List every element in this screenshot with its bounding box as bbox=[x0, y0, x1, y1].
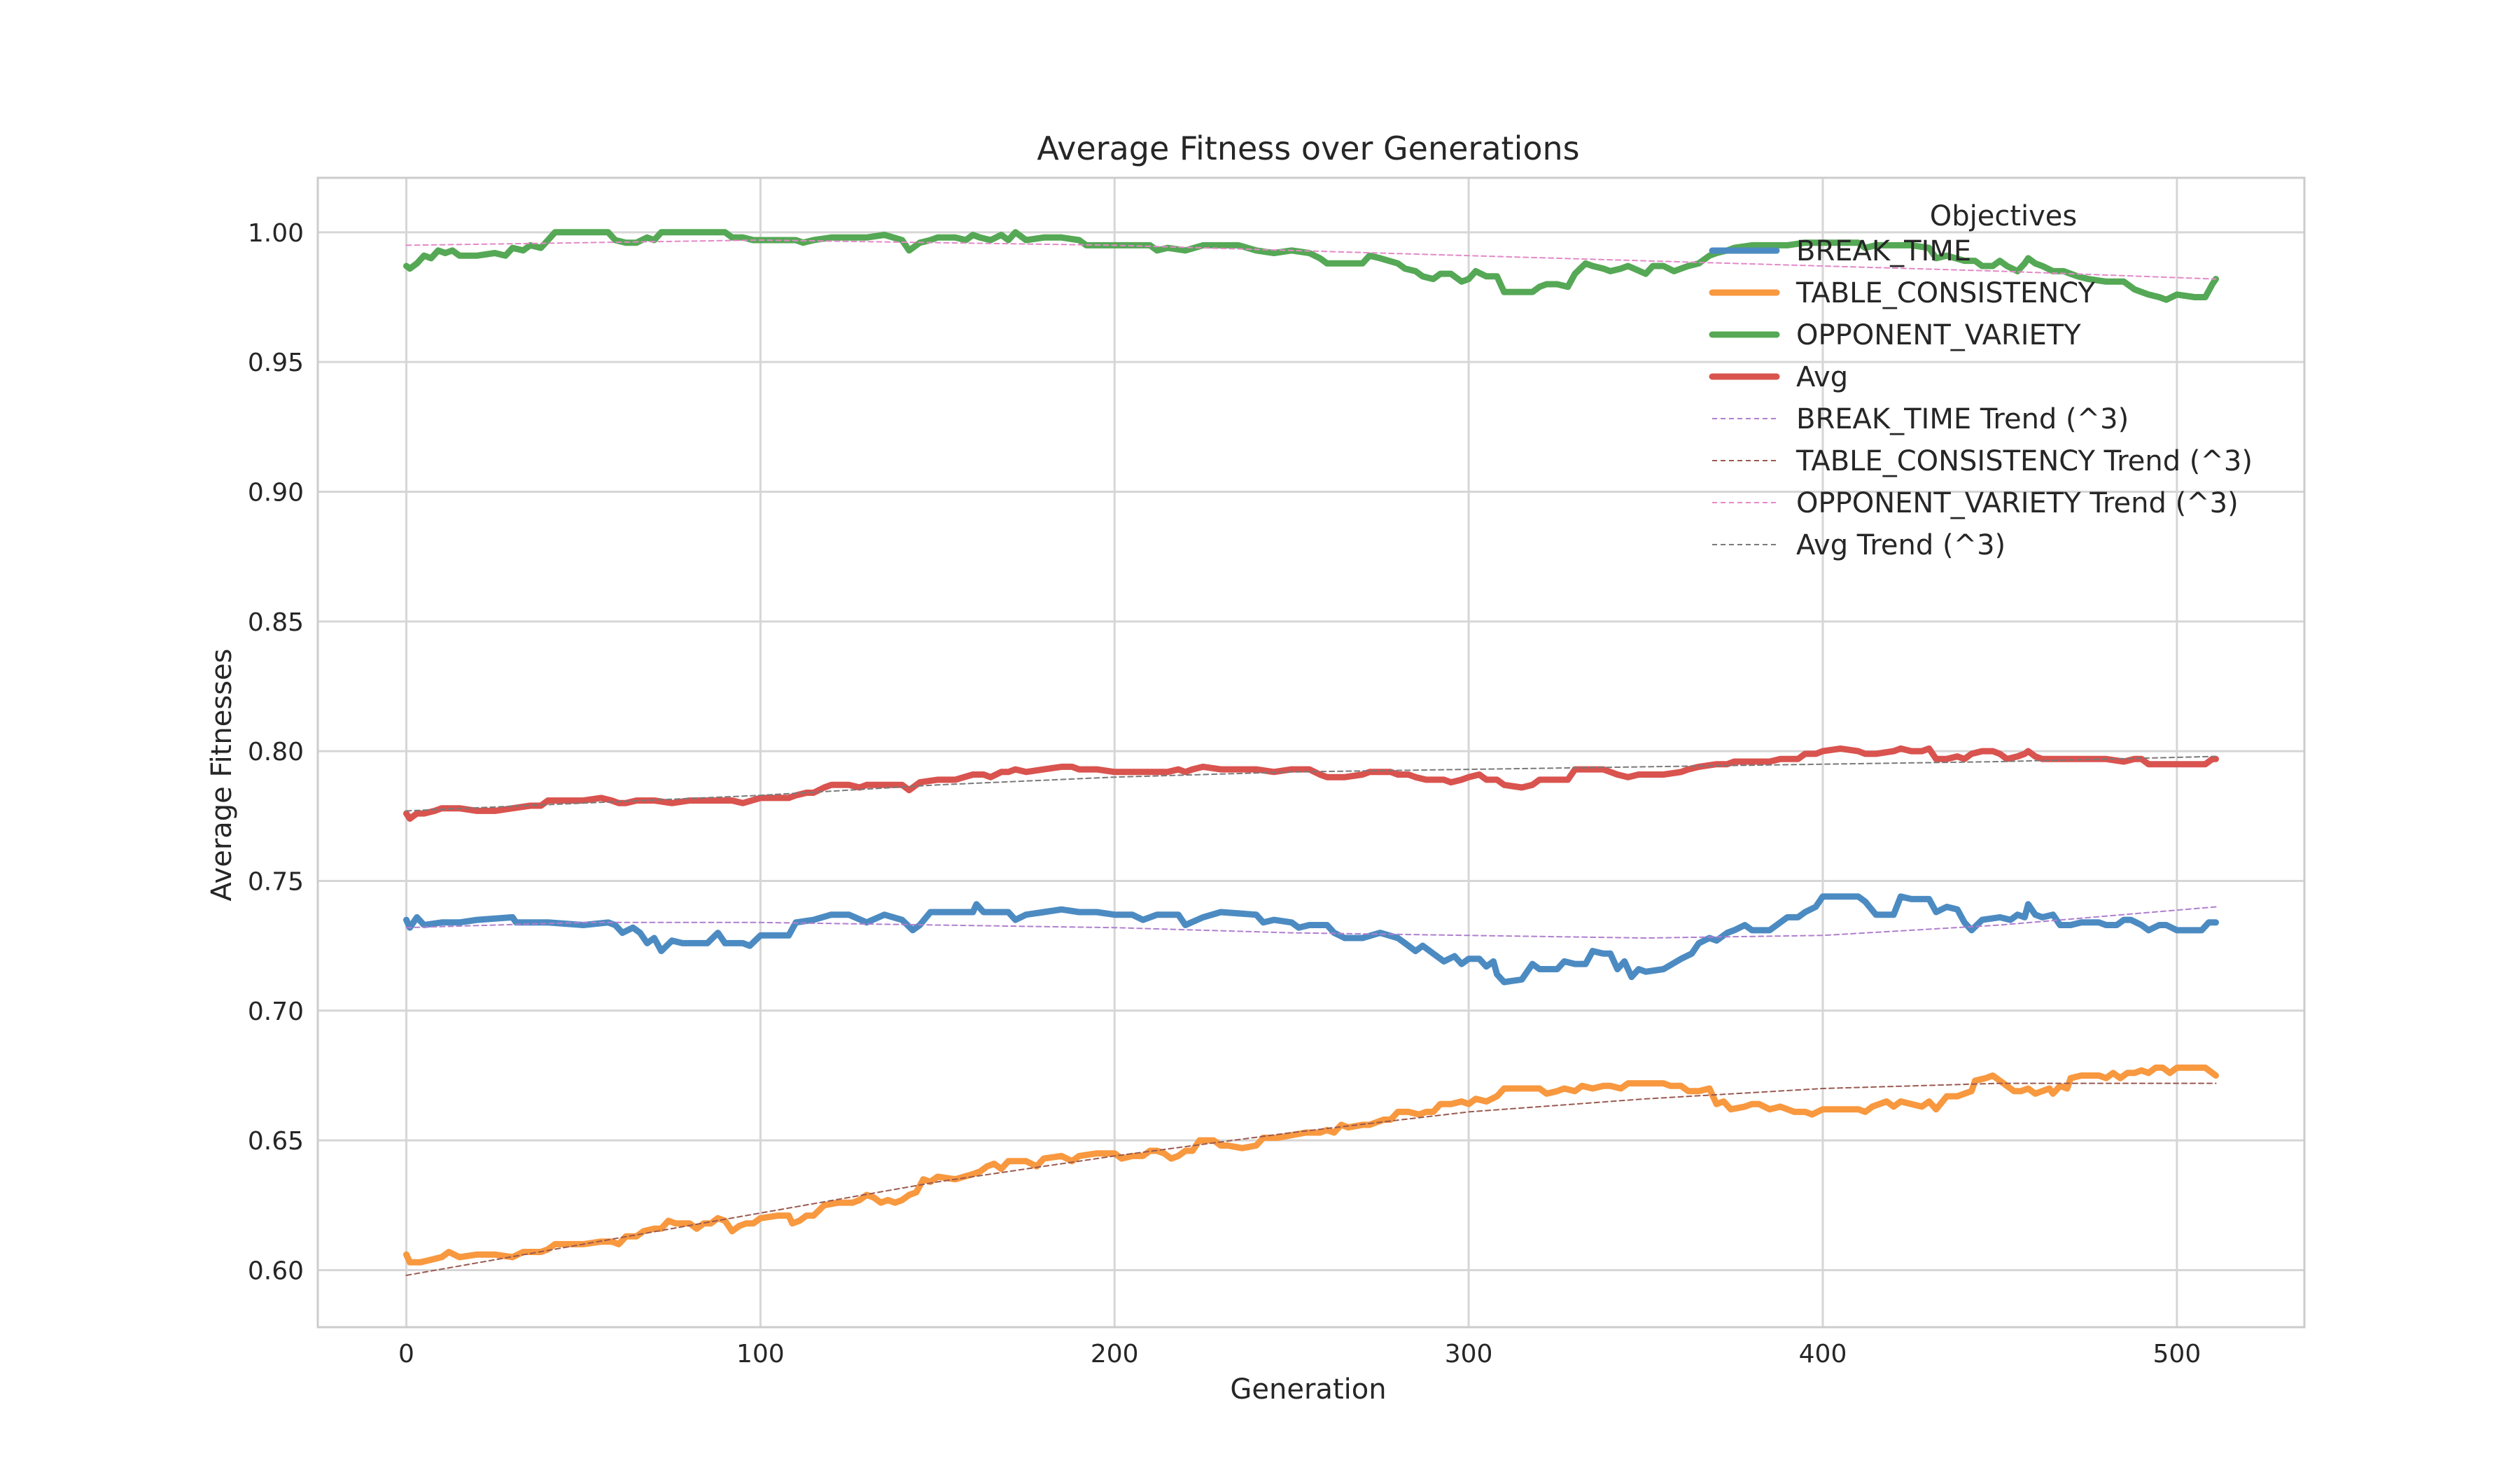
x-tick-label: 500 bbox=[2153, 1340, 2202, 1368]
y-tick-label: 0.85 bbox=[248, 608, 304, 637]
chart-title: Average Fitness over Generations bbox=[1037, 130, 1579, 167]
x-axis-label: Generation bbox=[1230, 1373, 1386, 1406]
legend: Objectives BREAK_TIME TABLE_CONSISTENCY OP… bbox=[1709, 200, 2253, 561]
y-tick-label: 0.70 bbox=[248, 997, 304, 1026]
legend-label-table-consistency-trend-3: TABLE_CONSISTENCY Trend (^3) bbox=[1795, 445, 2253, 477]
legend-label-break-time: BREAK_TIME bbox=[1796, 235, 1971, 267]
x-tick-labels: 0 100 200 300 400 500 bbox=[398, 1340, 2201, 1368]
series-line-table-consistency bbox=[403, 1064, 2219, 1266]
y-tick-label: 0.60 bbox=[248, 1256, 304, 1285]
legend-label-table-consistency: TABLE_CONSISTENCY bbox=[1795, 277, 2095, 309]
series-line-avg-trend-3 bbox=[405, 755, 2217, 812]
series-line-avg bbox=[403, 745, 2219, 822]
legend-title: Objectives bbox=[1930, 200, 2078, 232]
y-tick-label: 0.90 bbox=[248, 478, 304, 507]
x-tick-label: 100 bbox=[736, 1340, 785, 1368]
series-line-break-time bbox=[403, 893, 2219, 986]
series-line-opponent-variety bbox=[403, 229, 2219, 303]
legend-label-avg-trend-3: Avg Trend (^3) bbox=[1796, 529, 2005, 561]
legend-label-opponent-variety-trend-3: OPPONENT_VARIETY Trend (^3) bbox=[1796, 487, 2239, 519]
y-axis-label: Average Fitnesses bbox=[206, 649, 238, 902]
plot-frame bbox=[316, 176, 2306, 1329]
series-line-table-consistency-trend-3 bbox=[405, 1082, 2217, 1276]
series-line-break-time-trend-3 bbox=[405, 906, 2217, 939]
grid-lines bbox=[318, 178, 2304, 1327]
y-tick-label: 0.65 bbox=[248, 1127, 304, 1156]
y-tick-labels: 0.60 0.65 0.70 0.75 0.80 0.85 0.90 0.95 1.00 bbox=[248, 219, 304, 1286]
y-tick-label: 0.95 bbox=[248, 349, 304, 377]
legend-label-break-time-trend-3: BREAK_TIME Trend (^3) bbox=[1796, 403, 2129, 435]
y-tick-label: 1.00 bbox=[248, 219, 304, 248]
legend-label-opponent-variety: OPPONENT_VARIETY bbox=[1796, 319, 2081, 351]
y-tick-label: 0.75 bbox=[248, 867, 304, 896]
series-layer bbox=[403, 229, 2219, 1276]
x-tick-label: 300 bbox=[1445, 1340, 1493, 1368]
x-tick-label: 200 bbox=[1091, 1340, 1139, 1368]
y-tick-label: 0.80 bbox=[248, 738, 304, 766]
legend-label-avg: Avg bbox=[1796, 361, 1848, 393]
x-tick-label: 0 bbox=[398, 1340, 414, 1368]
series-line-opponent-variety-trend-3 bbox=[405, 239, 2217, 280]
x-tick-label: 400 bbox=[1799, 1340, 1847, 1368]
